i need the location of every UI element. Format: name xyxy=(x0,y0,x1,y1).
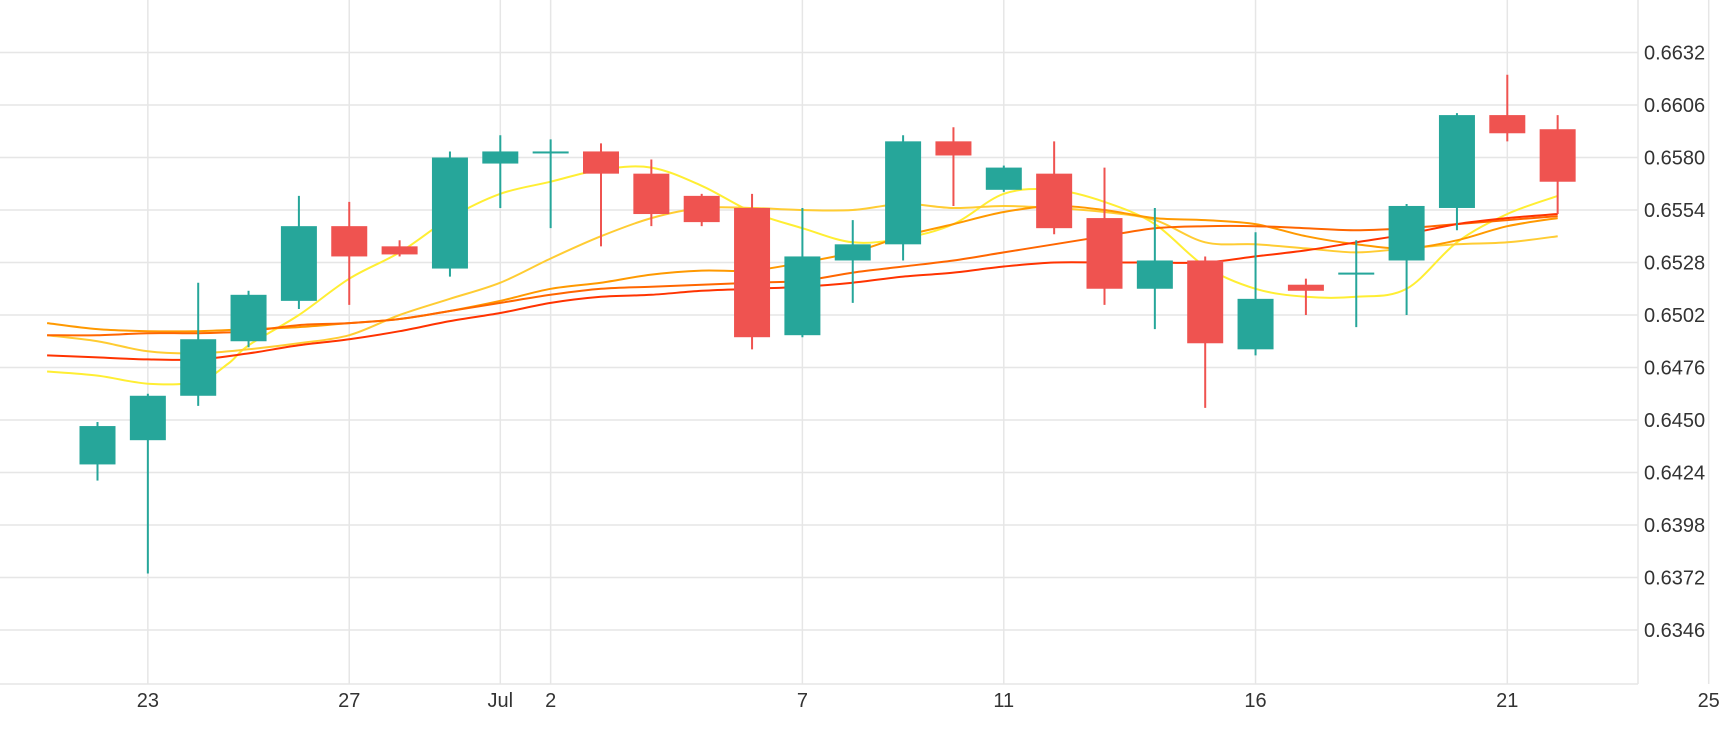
candle-body xyxy=(583,151,619,174)
candle-down xyxy=(935,127,972,206)
candle-body xyxy=(1388,205,1425,261)
candle-body xyxy=(532,151,569,154)
candle-up xyxy=(1438,113,1475,231)
candle-body xyxy=(331,226,368,257)
y-tick-label: 0.6372 xyxy=(1644,568,1705,590)
candle-down xyxy=(1287,278,1324,315)
x-tick-label: 11 xyxy=(993,690,1014,712)
candle-body xyxy=(1489,115,1526,134)
y-tick-label: 0.6450 xyxy=(1644,410,1705,432)
candle-body xyxy=(734,207,771,338)
candle-up xyxy=(280,195,317,309)
y-tick-label: 0.6346 xyxy=(1644,620,1705,642)
candle-up xyxy=(1237,232,1274,356)
candle-body xyxy=(985,167,1022,190)
candle-down xyxy=(1489,74,1526,142)
candle-body xyxy=(784,256,821,336)
candle-body xyxy=(1237,298,1274,350)
candle-body xyxy=(935,141,972,156)
candle-up xyxy=(784,207,821,338)
y-tick-label: 0.6580 xyxy=(1644,148,1705,170)
candle-body xyxy=(431,157,468,269)
x-tick-label: 25 xyxy=(1698,690,1720,712)
candle-body xyxy=(1086,218,1123,289)
y-tick-label: 0.6632 xyxy=(1644,43,1705,65)
candle-body xyxy=(1136,260,1173,289)
candle-body xyxy=(280,226,317,301)
candle-body xyxy=(1036,173,1073,229)
candle-body xyxy=(180,339,217,396)
x-tick-label: 7 xyxy=(797,690,808,712)
candle-body xyxy=(482,151,519,164)
candle-body xyxy=(683,195,720,223)
candle-up xyxy=(180,282,217,406)
y-tick-label: 0.6528 xyxy=(1644,253,1705,275)
candle-body xyxy=(1187,260,1224,344)
candle-body xyxy=(1287,284,1324,291)
candle-body xyxy=(885,141,922,245)
candle-down xyxy=(583,143,619,247)
y-tick-label: 0.6606 xyxy=(1644,95,1705,117)
candles xyxy=(79,74,1576,574)
candle-down xyxy=(633,159,670,227)
x-tick-label: 21 xyxy=(1496,690,1518,712)
candle-down xyxy=(381,240,418,257)
candle-down xyxy=(1539,115,1576,215)
x-tick-label: 16 xyxy=(1244,690,1266,712)
grid xyxy=(0,0,1710,684)
candle-up xyxy=(1136,207,1173,330)
candle-up xyxy=(1388,203,1425,315)
x-tick-label: 23 xyxy=(137,690,159,712)
candle-up xyxy=(129,393,166,574)
candle-up xyxy=(834,220,871,303)
candle-body xyxy=(1438,115,1475,208)
y-tick-label: 0.6398 xyxy=(1644,515,1705,537)
y-tick-label: 0.6554 xyxy=(1644,200,1705,222)
candle-up xyxy=(230,290,267,348)
x-tick-label: 27 xyxy=(338,690,360,712)
candle-body xyxy=(129,395,166,441)
candle-up xyxy=(79,422,116,481)
candle-body xyxy=(1539,129,1576,182)
candle-down xyxy=(1187,256,1224,408)
y-tick-label: 0.6424 xyxy=(1644,463,1705,485)
x-tick-label: Jul xyxy=(488,690,514,712)
candle-up xyxy=(885,135,922,261)
candle-up xyxy=(532,139,569,229)
candle-up xyxy=(482,135,519,208)
candle-down xyxy=(331,201,368,305)
y-tick-label: 0.6476 xyxy=(1644,358,1705,380)
candle-body xyxy=(230,294,267,342)
candle-body xyxy=(381,246,418,255)
candle-body xyxy=(79,426,116,465)
axes: 0.6632 0.6606 0.6580 0.6554 0.6528 0.6502 0.64… xyxy=(0,0,1720,712)
x-tick-label: 2 xyxy=(545,690,556,712)
candle-down xyxy=(683,193,720,227)
candle-body xyxy=(1338,272,1375,275)
candle-down xyxy=(1086,167,1123,305)
candle-up xyxy=(431,151,468,277)
candle-down xyxy=(1036,141,1073,235)
candle-up xyxy=(1338,240,1375,328)
candle-up xyxy=(985,165,1022,192)
y-tick-label: 0.6502 xyxy=(1644,305,1705,327)
candle-body xyxy=(633,173,670,215)
candle-down xyxy=(734,193,771,350)
candle-body xyxy=(834,244,871,261)
